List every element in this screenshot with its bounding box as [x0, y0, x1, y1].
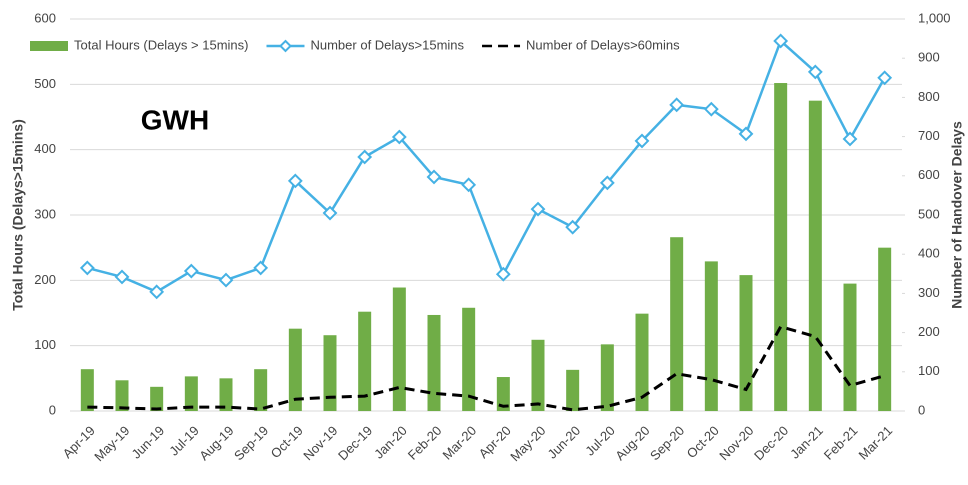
y2-tick-label: 700 [918, 128, 940, 143]
y-tick-label: 600 [34, 10, 56, 25]
bar [254, 369, 268, 411]
marker [357, 149, 373, 165]
marker [599, 175, 615, 191]
marker [842, 131, 858, 147]
marker [877, 70, 893, 86]
y2-tick-label: 600 [918, 167, 940, 182]
marker [738, 126, 754, 142]
bar [531, 339, 545, 411]
y2-tick-label: 800 [918, 89, 940, 104]
y-axis-title: Total Hours (Delays>15mins) [10, 119, 26, 311]
marker [253, 260, 269, 276]
legend-marker [279, 39, 292, 53]
bar [635, 313, 649, 411]
y2-tick-label: 900 [918, 50, 940, 65]
y2-tick-label: 200 [918, 324, 940, 339]
marker [287, 173, 303, 189]
marker [565, 219, 581, 235]
marker [183, 263, 199, 279]
marker [703, 101, 719, 117]
marker [391, 129, 407, 145]
bar [774, 83, 788, 411]
marker [461, 177, 477, 193]
bar [80, 369, 94, 411]
bar [150, 386, 164, 411]
y-tick-label: 300 [34, 206, 56, 221]
annotation: GWH [141, 104, 209, 135]
bar [600, 344, 614, 411]
marker [495, 266, 511, 282]
marker [634, 133, 650, 149]
y2-tick-label: 100 [918, 363, 940, 378]
y2-tick-label: 1,000 [918, 10, 951, 25]
bar [115, 380, 129, 411]
legend-label: Number of Delays>15mins [310, 37, 464, 52]
marker [114, 269, 130, 285]
bar [670, 237, 684, 411]
marker [322, 205, 338, 221]
bar [392, 287, 406, 411]
marker [773, 33, 789, 49]
bar [184, 376, 198, 411]
y2-tick-label: 500 [918, 206, 940, 221]
marker [807, 64, 823, 80]
y-tick-label: 200 [34, 272, 56, 287]
legend-label: Total Hours (Delays > 15mins) [74, 37, 248, 52]
marker [530, 201, 546, 217]
y2-tick-label: 400 [918, 246, 940, 261]
legend-swatch [30, 41, 68, 51]
y-tick-label: 400 [34, 141, 56, 156]
bar [323, 335, 337, 411]
bar [358, 311, 372, 411]
legend-label: Number of Delays>60mins [526, 37, 680, 52]
y2-axis-title: Number of Handover Delays [949, 121, 965, 309]
bar [288, 328, 302, 411]
y-tick-label: 0 [49, 402, 56, 417]
bar [843, 283, 857, 411]
bar [566, 369, 580, 411]
marker [149, 284, 165, 300]
y2-tick-label: 300 [918, 285, 940, 300]
bar [427, 314, 441, 411]
bar [878, 247, 892, 411]
marker [426, 169, 442, 185]
y-tick-label: 500 [34, 76, 56, 91]
bar [739, 275, 753, 411]
bar [219, 378, 233, 411]
bar [462, 307, 476, 411]
marker [79, 260, 95, 276]
marker [218, 272, 234, 288]
bar [496, 377, 510, 411]
bar [704, 261, 718, 411]
marker [669, 97, 685, 113]
bar [808, 100, 822, 412]
y2-tick-label: 0 [918, 402, 925, 417]
line [87, 324, 886, 412]
y-tick-label: 100 [34, 337, 56, 352]
